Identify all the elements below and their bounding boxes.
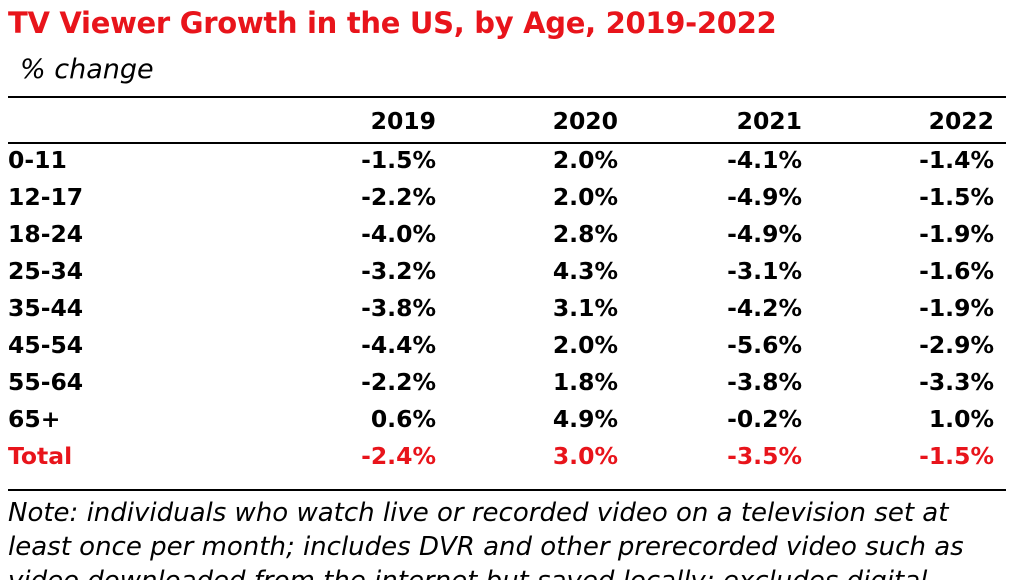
total-row: Total -2.4% 3.0% -3.5% -1.5% [8, 438, 1006, 475]
table-cell: -2.4% [361, 442, 436, 470]
table-cell: -1.5% [919, 183, 994, 211]
table-cell: -4.9% [727, 183, 802, 211]
table-cell: -4.9% [727, 220, 802, 248]
row-label: 35-44 [8, 294, 84, 322]
column-header: 2021 [736, 107, 802, 135]
table-cell: -3.2% [361, 257, 436, 285]
table-cell: -2.2% [361, 368, 436, 396]
table-cell: 3.0% [552, 442, 618, 470]
table-cell: -3.1% [727, 257, 802, 285]
table-cell: -3.8% [361, 294, 436, 322]
data-table: 2019 2020 2021 2022 0-11 -1.5% 2.0% -4.1% -1… [8, 100, 1006, 475]
table-cell: 3.1% [552, 294, 618, 322]
table-cell: -1.5% [361, 146, 436, 174]
table-row: 18-24 -4.0% 2.8% -4.9% -1.9% [8, 216, 1006, 253]
table-cell: -4.0% [361, 220, 436, 248]
table-row: 55-64 -2.2% 1.8% -3.8% -3.3% [8, 364, 1006, 401]
column-header: 2019 [370, 107, 436, 135]
row-label: 45-54 [8, 331, 84, 359]
table-cell: -1.9% [919, 220, 994, 248]
table-cell: -4.4% [361, 331, 436, 359]
table-cell: 2.0% [552, 331, 618, 359]
table-row: 12-17 -2.2% 2.0% -4.9% -1.5% [8, 179, 1006, 216]
table-cell: 4.3% [552, 257, 618, 285]
table-cell: 2.8% [552, 220, 618, 248]
page-title: TV Viewer Growth in the US, by Age, 2019… [8, 6, 777, 40]
table-cell: -2.9% [919, 331, 994, 359]
bottom-divider [8, 489, 1006, 491]
table-cell: -3.5% [727, 442, 802, 470]
row-label: 55-64 [8, 368, 84, 396]
row-label: Total [8, 442, 73, 470]
table-row: 35-44 -3.8% 3.1% -4.2% -1.9% [8, 290, 1006, 327]
table-cell: -1.5% [919, 442, 994, 470]
column-header: 2020 [552, 107, 618, 135]
row-label: 65+ [8, 405, 61, 433]
table-cell: -0.2% [727, 405, 802, 433]
table-row: 25-34 -3.2% 4.3% -3.1% -1.6% [8, 253, 1006, 290]
row-label: 0-11 [8, 146, 67, 174]
table-cell: 2.0% [552, 183, 618, 211]
table-cell: -1.9% [919, 294, 994, 322]
table-cell: -3.8% [727, 368, 802, 396]
row-label: 12-17 [8, 183, 84, 211]
table-cell: -5.6% [727, 331, 802, 359]
page-subtitle: % change [20, 54, 154, 85]
column-header: 2022 [928, 107, 994, 135]
header-divider [8, 142, 1006, 144]
top-divider [8, 96, 1006, 98]
footnote: Note: individuals who watch live or reco… [8, 498, 964, 580]
table-cell: 1.8% [552, 368, 618, 396]
table-row: 65+ 0.6% 4.9% -0.2% 1.0% [8, 401, 1006, 438]
table-cell: -2.2% [361, 183, 436, 211]
row-label: 18-24 [8, 220, 84, 248]
header-corner [8, 100, 278, 142]
table-cell: -3.3% [919, 368, 994, 396]
table-cell: 1.0% [928, 405, 994, 433]
row-label: 25-34 [8, 257, 84, 285]
table-cell: -4.1% [727, 146, 802, 174]
table-cell: -1.6% [919, 257, 994, 285]
table-row: 0-11 -1.5% 2.0% -4.1% -1.4% [8, 142, 1006, 179]
table-row: 45-54 -4.4% 2.0% -5.6% -2.9% [8, 327, 1006, 364]
table-cell: 2.0% [552, 146, 618, 174]
table-cell: -1.4% [919, 146, 994, 174]
table-cell: -4.2% [727, 294, 802, 322]
header-row: 2019 2020 2021 2022 [8, 100, 1006, 142]
table-cell: 4.9% [552, 405, 618, 433]
table-cell: 0.6% [370, 405, 436, 433]
